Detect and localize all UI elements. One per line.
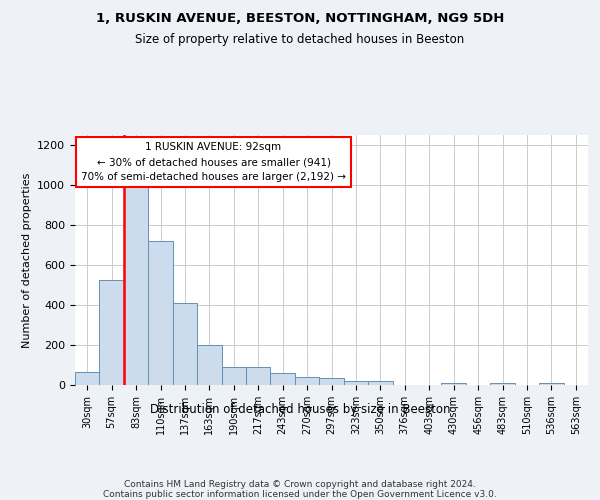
Bar [539,383,563,385]
Text: 1, RUSKIN AVENUE, BEESTON, NOTTINGHAM, NG9 5DH: 1, RUSKIN AVENUE, BEESTON, NOTTINGHAM, N… [96,12,504,26]
Bar [295,377,319,385]
Text: Contains HM Land Registry data © Crown copyright and database right 2024.
Contai: Contains HM Land Registry data © Crown c… [103,480,497,500]
Bar [100,280,124,385]
Bar [173,303,197,385]
Bar [319,378,344,385]
Bar [368,381,392,385]
Bar [148,241,173,385]
Bar [124,185,148,385]
Bar [197,345,221,385]
Bar [442,383,466,385]
Text: 1 RUSKIN AVENUE: 92sqm
← 30% of detached houses are smaller (941)
70% of semi-de: 1 RUSKIN AVENUE: 92sqm ← 30% of detached… [81,142,346,182]
Bar [246,367,271,385]
Text: Distribution of detached houses by size in Beeston: Distribution of detached houses by size … [150,402,450,415]
Bar [271,373,295,385]
Y-axis label: Number of detached properties: Number of detached properties [22,172,32,348]
Bar [344,381,368,385]
Bar [221,367,246,385]
Bar [75,372,100,385]
Text: Size of property relative to detached houses in Beeston: Size of property relative to detached ho… [136,32,464,46]
Bar [490,383,515,385]
